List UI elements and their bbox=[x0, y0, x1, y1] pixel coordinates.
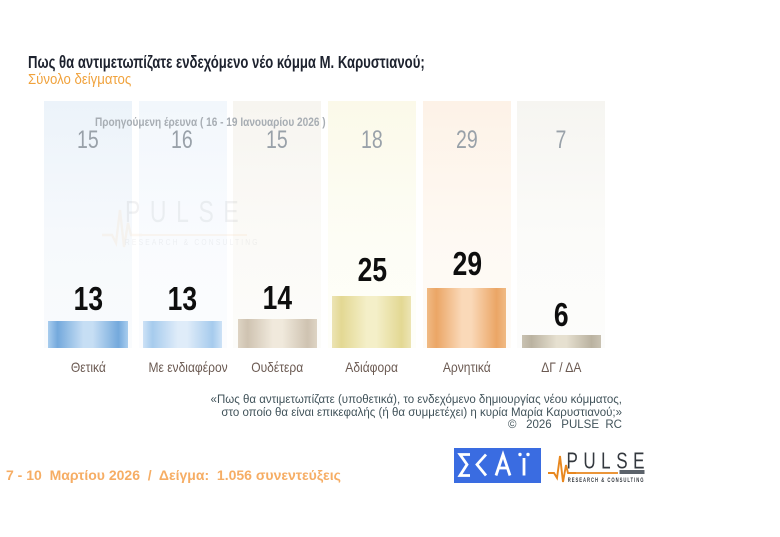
svg-text:RESEARCH & CONSULTING: RESEARCH & CONSULTING bbox=[568, 477, 645, 484]
svg-text:PULSE: PULSE bbox=[566, 449, 650, 474]
svg-text:PULSE: PULSE bbox=[125, 194, 248, 229]
svg-text:RESEARCH & CONSULTING: RESEARCH & CONSULTING bbox=[125, 237, 258, 247]
